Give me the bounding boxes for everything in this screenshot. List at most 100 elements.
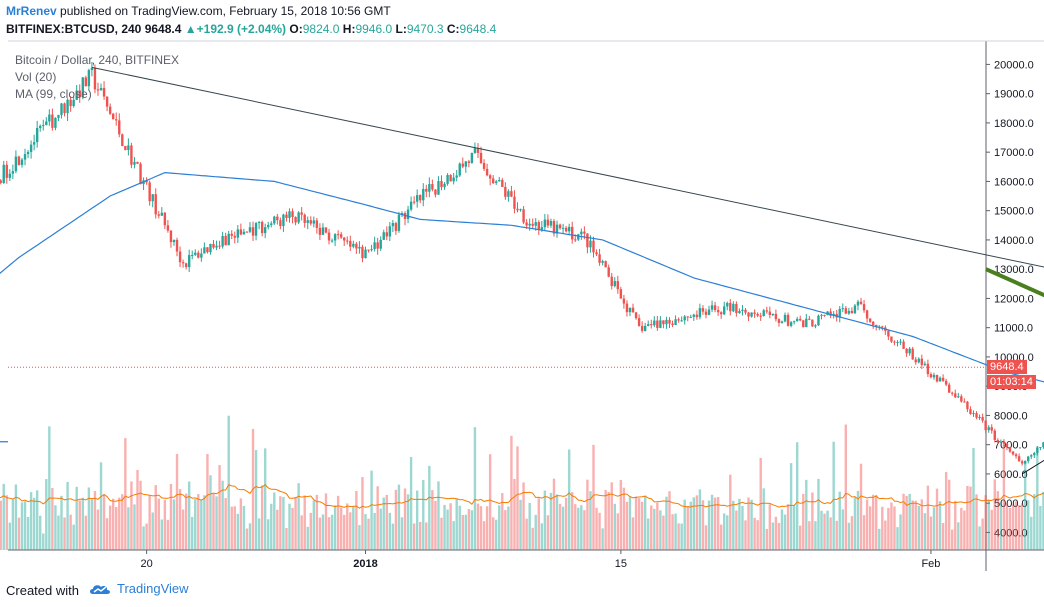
candle-body: [662, 320, 665, 325]
candle-body: [972, 413, 975, 415]
candle-body: [616, 281, 620, 290]
volume-bar: [473, 427, 477, 550]
close-label: C:: [446, 22, 460, 36]
volume-bar: [184, 493, 188, 550]
volume-bar: [26, 516, 30, 550]
volume-bar: [786, 504, 790, 550]
price-chart[interactable]: 4000.05000.06000.07000.08000.09000.01000…: [0, 0, 1044, 576]
last-price: 9648.4: [144, 22, 182, 36]
volume-bar: [482, 521, 486, 550]
candle-body: [865, 310, 869, 319]
candle-body: [741, 309, 744, 311]
volume-bar: [756, 520, 759, 550]
volume-bar: [370, 470, 373, 550]
volume-bar: [102, 494, 106, 550]
candle-body: [893, 341, 896, 343]
candle-body: [729, 302, 732, 312]
volume-bar: [519, 499, 522, 550]
candle-body: [571, 226, 574, 240]
volume-bar: [929, 516, 933, 550]
candle-body: [166, 225, 170, 231]
tradingview-link[interactable]: TradingView: [88, 581, 189, 596]
volume-bar: [920, 499, 924, 550]
volume-bar: [187, 481, 191, 550]
candle-body: [476, 148, 480, 153]
candle-body: [20, 159, 24, 165]
volume-bar: [288, 503, 291, 550]
candle-body: [701, 308, 705, 312]
candle-body: [233, 235, 236, 238]
candle-body: [461, 163, 464, 167]
candle-body: [786, 314, 790, 326]
candle-body: [464, 161, 468, 167]
candle-body: [108, 106, 112, 114]
candle-body: [723, 306, 726, 315]
volume-bar: [981, 518, 984, 550]
candle-body: [984, 420, 987, 431]
volume-ma-line: [0, 484, 1044, 509]
volume-bar: [81, 497, 84, 550]
chart-header: MrRenev published on TradingView.com, Fe…: [0, 0, 1044, 40]
volume-bar: [647, 518, 650, 550]
volume-bar: [695, 495, 699, 550]
volume-bar: [868, 506, 872, 550]
candle-body: [136, 161, 139, 164]
volume-bar: [54, 505, 57, 550]
author-link[interactable]: MrRenev: [6, 4, 57, 18]
candle-body: [823, 314, 826, 316]
volume-bar: [719, 524, 723, 550]
candle-body: [11, 171, 15, 174]
volume-bar: [306, 526, 309, 550]
candle-body: [257, 221, 261, 224]
candle-body: [184, 263, 188, 268]
volume-bar: [604, 490, 607, 550]
volume-bar: [716, 497, 720, 550]
volume-bar: [355, 491, 358, 550]
volume-bar: [859, 463, 863, 550]
candle-body: [355, 243, 358, 249]
volume-bar: [224, 498, 227, 550]
candle-body: [51, 114, 54, 128]
candle-body: [698, 308, 702, 318]
ma-line: [0, 171, 1044, 383]
volume-bar: [491, 517, 495, 550]
candle-body: [908, 348, 911, 354]
candle-body: [738, 310, 741, 314]
candle-body: [163, 212, 167, 226]
candle-body: [555, 224, 559, 234]
symbol-line: BITFINEX:BTCUSD, 240 9648.4 ▲+192.9 (+2.…: [6, 22, 496, 36]
candle-body: [394, 223, 398, 231]
volume-bar: [908, 493, 911, 550]
volume-bar: [312, 500, 316, 550]
x-tick-label: Feb: [921, 558, 940, 570]
volume-bar: [692, 497, 696, 550]
volume-bar: [926, 485, 930, 550]
candle-body: [771, 313, 775, 315]
candle-body: [45, 121, 48, 126]
candle-body: [87, 70, 91, 87]
candle-body: [1011, 451, 1015, 455]
candle-body: [382, 232, 385, 240]
high-value: 9946.0: [355, 22, 393, 36]
volume-bar: [239, 498, 243, 550]
candle-body: [622, 298, 626, 304]
volume-bar: [419, 521, 422, 550]
candle-body: [245, 231, 249, 233]
volume-bar: [333, 505, 337, 550]
candle-body: [969, 409, 972, 414]
candle-body: [932, 374, 936, 378]
y-tick-label: 16000.0: [994, 176, 1034, 188]
volume-bar: [99, 462, 103, 550]
candle-body: [291, 211, 294, 218]
candle-body: [39, 125, 42, 129]
candle-body: [434, 189, 437, 195]
volume-bar: [826, 510, 829, 550]
candle-body: [546, 219, 550, 226]
volume-bar: [75, 486, 78, 550]
volume-bar: [783, 514, 787, 550]
volume-bar: [294, 496, 297, 550]
volume-bar: [324, 493, 328, 550]
volume-bar: [194, 499, 197, 550]
candle-body: [735, 303, 738, 314]
volume-bar: [449, 503, 452, 550]
